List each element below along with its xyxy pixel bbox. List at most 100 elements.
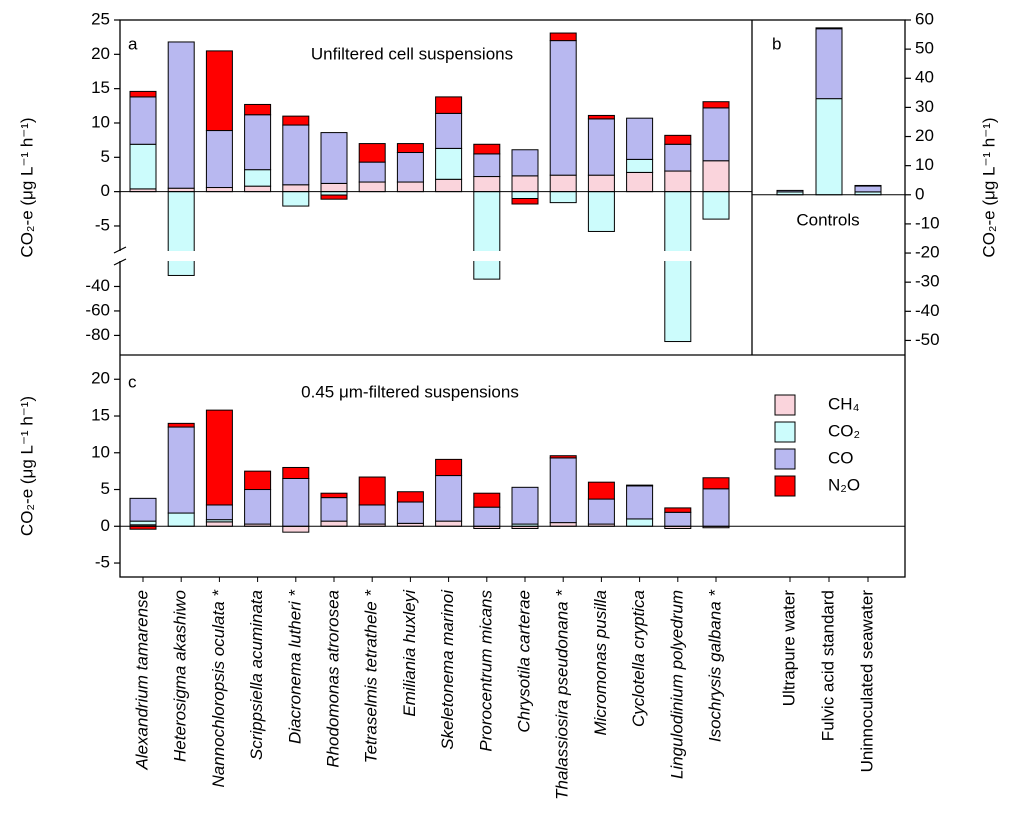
panel-title: 0.45 μm-filtered suspensions (301, 382, 519, 401)
legend-swatch (774, 448, 796, 470)
bar-segment (435, 475, 463, 522)
bar-segment (702, 488, 730, 527)
bar-segment (129, 520, 157, 526)
bar-segment (473, 143, 501, 155)
bar-segment (244, 169, 272, 187)
y-tick-label: 60 (915, 9, 934, 28)
x-tick-label: Micromonas pusilla (591, 590, 610, 736)
bar-segment (244, 103, 272, 116)
bar-segment (244, 114, 272, 171)
bar-segment (205, 521, 233, 527)
bar-segment (587, 191, 615, 232)
bar-segment (282, 525, 310, 533)
bar-segment (664, 170, 692, 193)
bar-segment (167, 426, 195, 514)
bar-segment (167, 512, 195, 527)
bar-segment (626, 117, 654, 160)
panel-label: a (128, 34, 138, 53)
bar-segment (664, 511, 692, 527)
y-tick-label: 5 (101, 479, 110, 498)
panel-title: Unfiltered cell suspensions (311, 44, 513, 63)
x-tick-label: Rhodomonas atrorosea (323, 590, 342, 768)
bar-segment (205, 187, 233, 193)
y-tick-label: 25 (91, 9, 110, 28)
bar-segment (511, 175, 539, 193)
bar-segment (282, 477, 310, 527)
bar-segment (664, 134, 692, 145)
bar-segment (626, 484, 654, 487)
y-tick-label: -60 (85, 300, 110, 319)
legend-label: CO₂ (828, 421, 860, 440)
bar-segment (587, 174, 615, 193)
bar-segment (815, 98, 843, 196)
y-axis-label: CO₂-e (μg L⁻¹ h⁻¹) (979, 117, 998, 257)
bar-segment (854, 184, 882, 187)
y-tick-label: 15 (91, 405, 110, 424)
bar-segment (626, 171, 654, 193)
bar-segment (129, 90, 157, 98)
bar-segment (664, 143, 692, 172)
y-tick-label: -40 (85, 276, 110, 295)
x-tick-label: Isochrysis galbana * (705, 589, 724, 743)
y-tick-label: 30 (915, 97, 934, 116)
bar-segment (358, 143, 386, 163)
x-tick-label: Lingulodinium polyedrum (667, 590, 686, 779)
bar-segment (549, 191, 577, 204)
bar-segment (587, 114, 615, 120)
bar-segment (473, 191, 501, 280)
bar-segment (702, 160, 730, 193)
bar-segment (435, 520, 463, 527)
x-tick-label: Nannochloropsis oculata * (209, 589, 228, 788)
bar-segment (626, 158, 654, 173)
bar-segment (473, 506, 501, 527)
y-tick-label: -80 (85, 325, 110, 344)
bar-segment (511, 486, 539, 525)
legend-swatch (774, 475, 796, 497)
bar-segment (626, 485, 654, 520)
bar-segment (473, 153, 501, 178)
bar-segment (129, 96, 157, 145)
x-tick-label: Scrippsiella acuminata (247, 590, 266, 760)
bar-segment (396, 501, 424, 524)
y-tick-label: 20 (91, 369, 110, 388)
y-tick-label: 20 (91, 44, 110, 63)
legend-swatch (774, 394, 796, 416)
y-tick-label: 0 (101, 181, 110, 200)
bar-segment (358, 161, 386, 183)
bar-segment (702, 191, 730, 220)
bar-segment (549, 32, 577, 42)
bar-segment (129, 497, 157, 522)
bar-segment (129, 143, 157, 190)
y-tick-label: 40 (915, 68, 934, 87)
bar-segment (320, 497, 348, 522)
bar-segment (549, 455, 577, 459)
bar-segment (282, 184, 310, 193)
y-tick-label: 10 (91, 442, 110, 461)
bar-segment (282, 115, 310, 126)
y-tick-label: 10 (91, 112, 110, 131)
bar-segment (320, 492, 348, 499)
bar-segment (358, 181, 386, 193)
bar-segment (320, 194, 348, 200)
bar-segment (587, 118, 615, 176)
x-tick-label: Emiliania huxleyi (400, 589, 419, 717)
x-tick-label: Cyclotella cryptica (629, 590, 648, 727)
bar-segment (549, 174, 577, 193)
bar-segment (282, 191, 310, 207)
bar-segment (549, 522, 577, 527)
bar-segment (396, 143, 424, 154)
y-tick-label: 15 (91, 78, 110, 97)
bar-segment (435, 96, 463, 114)
bar-segment (702, 107, 730, 162)
bar-segment (435, 178, 463, 193)
x-tick-label: Chrysotila carterae (514, 590, 533, 733)
bar-segment (473, 176, 501, 193)
axis-break (112, 251, 750, 261)
bar-segment (396, 491, 424, 503)
bar-segment (396, 181, 424, 193)
x-tick-label: Ultrapure water (779, 590, 798, 707)
y-axis-label: CO₂-e (μg L⁻¹ h⁻¹) (17, 396, 36, 536)
bar-segment (167, 187, 195, 193)
